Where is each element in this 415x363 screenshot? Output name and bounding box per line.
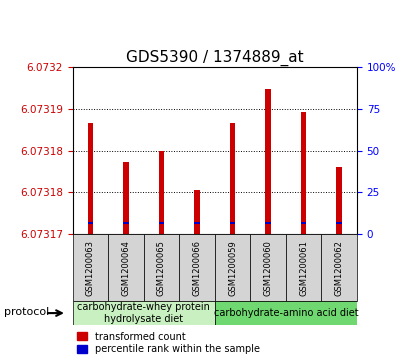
- Bar: [159, 151, 164, 234]
- Bar: [108, 234, 144, 301]
- Title: GDS5390 / 1374889_at: GDS5390 / 1374889_at: [126, 50, 304, 66]
- Bar: [194, 221, 200, 224]
- Text: GSM1200059: GSM1200059: [228, 240, 237, 295]
- Bar: [215, 234, 250, 301]
- Bar: [179, 234, 215, 301]
- Text: GSM1200064: GSM1200064: [122, 240, 130, 295]
- Text: GSM1200063: GSM1200063: [86, 240, 95, 296]
- Text: carbohydrate-whey protein
hydrolysate diet: carbohydrate-whey protein hydrolysate di…: [77, 302, 210, 324]
- Bar: [88, 123, 93, 234]
- Bar: [321, 234, 357, 301]
- Text: GSM1200061: GSM1200061: [299, 240, 308, 295]
- Bar: [159, 221, 164, 224]
- Bar: [194, 189, 200, 234]
- Bar: [337, 221, 342, 224]
- Bar: [337, 167, 342, 234]
- Bar: [73, 301, 215, 325]
- Bar: [230, 221, 235, 224]
- Bar: [301, 221, 306, 224]
- Bar: [286, 234, 321, 301]
- Bar: [250, 234, 286, 301]
- Legend: transformed count, percentile rank within the sample: transformed count, percentile rank withi…: [78, 331, 260, 354]
- Bar: [123, 162, 129, 234]
- Bar: [266, 221, 271, 224]
- Bar: [73, 234, 108, 301]
- Text: carbohydrate-amino acid diet: carbohydrate-amino acid diet: [214, 308, 358, 318]
- Bar: [266, 89, 271, 234]
- Text: GSM1200066: GSM1200066: [193, 240, 202, 296]
- Text: protocol: protocol: [4, 307, 49, 317]
- Text: GSM1200065: GSM1200065: [157, 240, 166, 295]
- Bar: [301, 112, 306, 234]
- Text: GSM1200062: GSM1200062: [334, 240, 344, 295]
- Bar: [144, 234, 179, 301]
- Bar: [215, 301, 357, 325]
- Bar: [123, 221, 129, 224]
- Bar: [88, 221, 93, 224]
- Bar: [230, 123, 235, 234]
- Text: GSM1200060: GSM1200060: [264, 240, 273, 295]
